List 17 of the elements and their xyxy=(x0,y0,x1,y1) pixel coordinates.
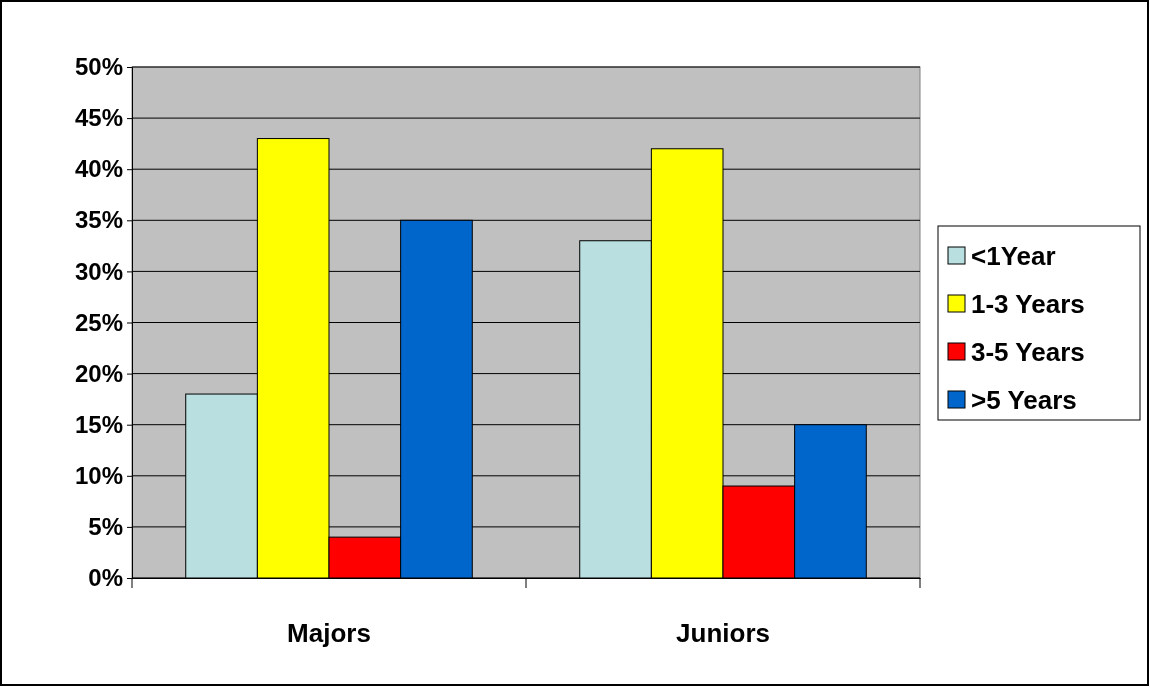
y-tick-label: 25% xyxy=(74,308,123,336)
y-tick-label: 20% xyxy=(74,359,123,387)
y-tick-label: 5% xyxy=(88,513,123,541)
y-tick-label: 15% xyxy=(74,410,123,438)
y-tick-label: 10% xyxy=(74,461,123,489)
x-tick-label: Majors xyxy=(287,618,371,649)
y-tick-label: 40% xyxy=(74,155,123,183)
y-tick-label: 45% xyxy=(74,104,123,132)
x-tick-label: Juniors xyxy=(676,618,770,649)
legend-label: >5 Years xyxy=(971,385,1077,415)
legend-label: 1-3 Years xyxy=(971,289,1085,319)
y-tick-label: 50% xyxy=(74,53,123,81)
legend-label: 3-5 Years xyxy=(971,337,1085,367)
y-tick-label: 35% xyxy=(74,206,123,234)
legend-label: <1Year xyxy=(971,241,1056,271)
y-tick-label: 0% xyxy=(88,564,123,592)
y-tick-label: 30% xyxy=(74,257,123,285)
